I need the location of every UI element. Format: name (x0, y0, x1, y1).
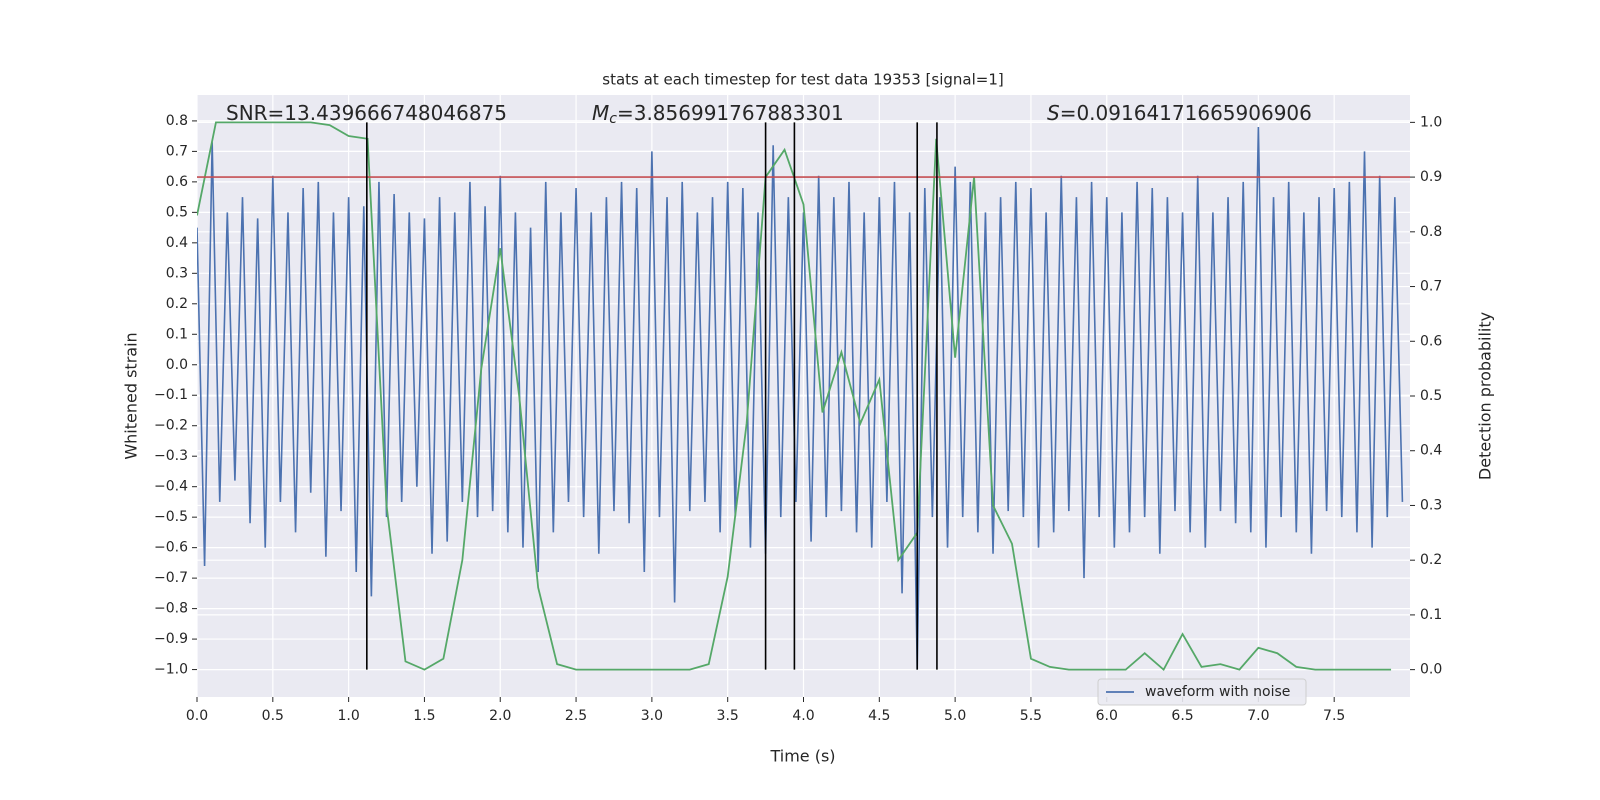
legend-label: waveform with noise (1145, 684, 1290, 700)
y-tick-label: −0.5 (154, 509, 188, 525)
x-tick-label: 1.0 (337, 708, 359, 724)
y2-tick-label: 0.0 (1420, 662, 1442, 678)
annotation-part: S (1047, 101, 1060, 125)
y-tick-label: 0.3 (166, 265, 188, 281)
y-axis-label: Whitened strain (122, 332, 141, 459)
x-tick-label: 7.0 (1247, 708, 1269, 724)
x-tick-label: 7.5 (1323, 708, 1345, 724)
y-tick-label: −0.3 (154, 448, 188, 464)
y-tick-label: 0.6 (166, 174, 188, 190)
y-tick-label: 0.1 (166, 326, 188, 342)
y-tick-label: −0.4 (154, 479, 188, 495)
y2-tick-label: 0.2 (1420, 552, 1442, 568)
y-tick-label: 0.4 (166, 235, 188, 251)
x-tick-label: 5.0 (944, 708, 966, 724)
annotation-part: =3.856991767883301 (617, 101, 844, 125)
x-tick-label: 4.5 (868, 708, 890, 724)
y-tick-label: 0.2 (166, 296, 188, 312)
annotation-part: M (592, 101, 609, 125)
x-tick-label: 4.0 (792, 708, 814, 724)
y-tick-label: −0.7 (154, 570, 188, 586)
y2-tick-label: 0.5 (1420, 388, 1442, 404)
y2-tick-label: 0.9 (1420, 169, 1442, 185)
y2-tick-label: 0.6 (1420, 333, 1442, 349)
y-tick-label: 0.8 (166, 113, 188, 129)
annotation: Mc=3.856991767883301 (592, 101, 844, 128)
annotation: SNR=13.439666748046875 (226, 101, 507, 125)
x-tick-label: 0.5 (262, 708, 284, 724)
x-tick-label: 2.0 (489, 708, 511, 724)
y2-tick-label: 0.7 (1420, 279, 1442, 295)
y-tick-label: −0.1 (154, 387, 188, 403)
annotation: S=0.09164171665906906 (1047, 101, 1312, 125)
legend-box (1097, 678, 1307, 706)
y-tick-label: −1.0 (154, 662, 188, 678)
y-tick-label: −0.9 (154, 631, 188, 647)
line-series (197, 126, 1404, 670)
y2-tick-label: 0.3 (1420, 497, 1442, 513)
x-tick-label: 6.5 (1171, 708, 1193, 724)
x-tick-label: 2.5 (565, 708, 587, 724)
y-tick-label: −0.2 (154, 418, 188, 434)
y-tick-label: 0.7 (166, 143, 188, 159)
y-tick-label: 0.5 (166, 204, 188, 220)
y2-tick-label: 0.4 (1420, 443, 1442, 459)
grid (196, 95, 1410, 697)
x-tick-label: 0.0 (186, 708, 208, 724)
y-tick-label: 0.0 (166, 357, 188, 373)
annotation-part: c (609, 111, 617, 127)
x-axis-label: Time (s) (769, 747, 835, 766)
x-tick-label: 3.0 (641, 708, 663, 724)
chart-title: stats at each timestep for test data 193… (602, 71, 1003, 89)
y-tick-label: −0.6 (154, 540, 188, 556)
x-tick-label: 6.0 (1096, 708, 1118, 724)
x-tick-label: 1.5 (413, 708, 435, 724)
x-tick-label: 3.5 (717, 708, 739, 724)
y2-tick-label: 0.8 (1420, 224, 1442, 240)
annotation-part: =0.09164171665906906 (1060, 101, 1312, 125)
y-tick-label: −0.8 (154, 601, 188, 617)
x-tick-label: 5.5 (1020, 708, 1042, 724)
y2-tick-label: 0.1 (1420, 607, 1442, 623)
annotation-part: SNR=13.439666748046875 (226, 101, 507, 125)
y2-axis-label: Detection probability (1476, 312, 1495, 480)
y2-tick-label: 1.0 (1420, 114, 1442, 130)
